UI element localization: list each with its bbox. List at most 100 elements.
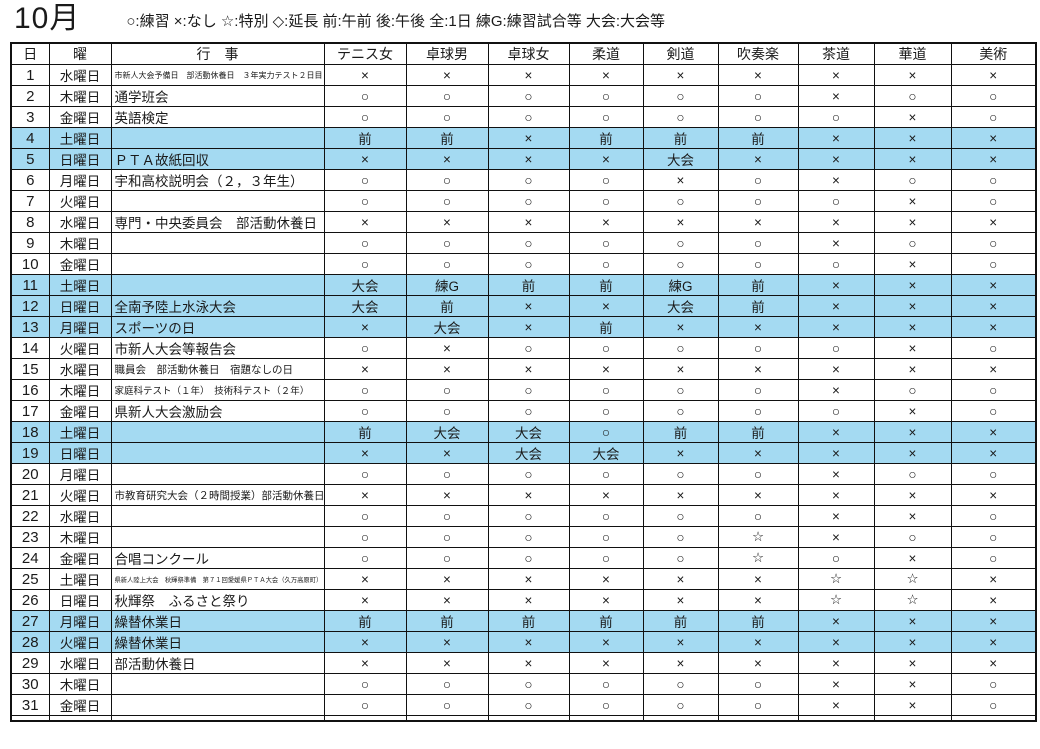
activity-cell: ○	[487, 526, 570, 548]
activity-cell: ○	[568, 232, 644, 254]
weekday-cell: 木曜日	[48, 673, 112, 695]
activity-cell: ○	[487, 253, 570, 275]
activity-cell: ○	[950, 190, 1037, 212]
activity-cell: ×	[568, 631, 644, 653]
activity-cell: ○	[873, 463, 952, 485]
activity-cell: ○	[950, 547, 1037, 569]
weekday-cell: 月曜日	[48, 463, 112, 485]
activity-cell: ○	[487, 379, 570, 401]
activity-cell: ○	[717, 505, 799, 527]
table-row: 17 金曜日 県新人大会激励会 ○ ○ ○ ○ ○ ○ ○ × ○	[10, 400, 1037, 422]
activity-cell: ○	[950, 85, 1037, 107]
activity-cell: ×	[642, 64, 719, 86]
table-row: 22 水曜日 ○ ○ ○ ○ ○ ○ × × ○	[10, 505, 1037, 527]
activity-cell: ×	[797, 316, 875, 338]
day-cell: 15	[10, 358, 50, 380]
day-cell: 11	[10, 274, 50, 296]
activity-cell: ×	[797, 295, 875, 317]
activity-cell: ○	[405, 694, 489, 716]
activity-cell: ○	[405, 526, 489, 548]
activity-cell: ○	[323, 190, 407, 212]
table-row: 15 水曜日 職員会 部活動休養日 宿題なしの日 × × × × × × × × ×	[10, 358, 1037, 380]
activity-cell: ×	[797, 463, 875, 485]
activity-cell: ×	[405, 337, 489, 359]
activity-cell: ☆	[873, 589, 952, 611]
activity-cell: ×	[487, 64, 570, 86]
table-row: 6 月曜日 宇和高校説明会（２，３年生） ○ ○ ○ ○ × ○ × ○ ○	[10, 169, 1037, 191]
activity-cell: 大会	[405, 421, 489, 443]
partial-cell	[110, 715, 325, 721]
day-cell: 22	[10, 505, 50, 527]
activity-cell: ×	[323, 631, 407, 653]
column-header: 卓球男	[405, 42, 489, 65]
table-row: 29 水曜日 部活動休養日 × × × × × × × × ×	[10, 652, 1037, 674]
activity-cell: ○	[487, 673, 570, 695]
activity-cell: ×	[717, 652, 799, 674]
event-cell: 専門・中央委員会 部活動休養日	[110, 211, 325, 233]
activity-cell: ○	[797, 190, 875, 212]
header-row: 日曜行 事テニス女 卓球男 卓球女 柔道 剣道 吹奏楽 茶道 華道 美術	[10, 42, 1037, 65]
event-cell	[110, 127, 325, 149]
activity-cell: ×	[873, 547, 952, 569]
activity-cell: ○	[405, 106, 489, 128]
event-cell	[110, 253, 325, 275]
activity-cell: ×	[568, 484, 644, 506]
column-header: 茶道	[797, 42, 875, 65]
activity-cell: ×	[487, 295, 570, 317]
activity-cell: ×	[323, 589, 407, 611]
activity-cell: ×	[950, 421, 1037, 443]
day-cell: 18	[10, 421, 50, 443]
event-cell: 県新人大会激励会	[110, 400, 325, 422]
weekday-cell: 火曜日	[48, 631, 112, 653]
event-cell: 市教育研究大会（２時間授業）部活動休養日	[110, 484, 325, 506]
activity-cell: ×	[797, 505, 875, 527]
activity-cell: ○	[642, 232, 719, 254]
activity-cell: ×	[642, 589, 719, 611]
activity-cell: ×	[873, 652, 952, 674]
month-title: 10月	[14, 2, 81, 35]
weekday-cell: 土曜日	[48, 568, 112, 590]
activity-cell: ×	[487, 211, 570, 233]
day-cell: 27	[10, 610, 50, 632]
event-cell: 職員会 部活動休養日 宿題なしの日	[110, 358, 325, 380]
table-row: 14 火曜日 市新人大会等報告会 ○ × ○ ○ ○ ○ ○ × ○	[10, 337, 1037, 359]
activity-cell: ○	[405, 463, 489, 485]
weekday-cell: 金曜日	[48, 694, 112, 716]
activity-cell: ○	[950, 673, 1037, 695]
activity-cell: 大会	[323, 274, 407, 296]
activity-cell: ☆	[797, 589, 875, 611]
event-cell	[110, 673, 325, 695]
activity-cell: ○	[405, 169, 489, 191]
activity-cell: ×	[568, 589, 644, 611]
activity-cell: ×	[873, 442, 952, 464]
activity-cell: ○	[568, 547, 644, 569]
activity-cell: ×	[323, 316, 407, 338]
day-cell: 13	[10, 316, 50, 338]
activity-cell: ×	[873, 337, 952, 359]
activity-cell: ×	[323, 148, 407, 170]
activity-cell: 前	[323, 127, 407, 149]
activity-cell: ×	[797, 358, 875, 380]
partial-cell	[568, 715, 644, 721]
activity-cell: ×	[797, 673, 875, 695]
activity-cell: ○	[323, 379, 407, 401]
activity-cell: ×	[323, 652, 407, 674]
activity-cell: ○	[568, 400, 644, 422]
event-cell	[110, 274, 325, 296]
activity-cell: ×	[873, 190, 952, 212]
weekday-cell: 月曜日	[48, 316, 112, 338]
activity-cell: 前	[717, 274, 799, 296]
day-cell: 19	[10, 442, 50, 464]
activity-cell: ○	[717, 106, 799, 128]
weekday-cell: 火曜日	[48, 484, 112, 506]
activity-cell: ○	[568, 673, 644, 695]
activity-cell: 前	[487, 610, 570, 632]
activity-cell: ○	[642, 337, 719, 359]
day-cell: 28	[10, 631, 50, 653]
event-cell: 合唱コンクール	[110, 547, 325, 569]
weekday-cell: 月曜日	[48, 610, 112, 632]
event-cell: 通学班会	[110, 85, 325, 107]
activity-cell: ○	[873, 169, 952, 191]
activity-cell: ×	[950, 274, 1037, 296]
activity-cell: ○	[568, 253, 644, 275]
